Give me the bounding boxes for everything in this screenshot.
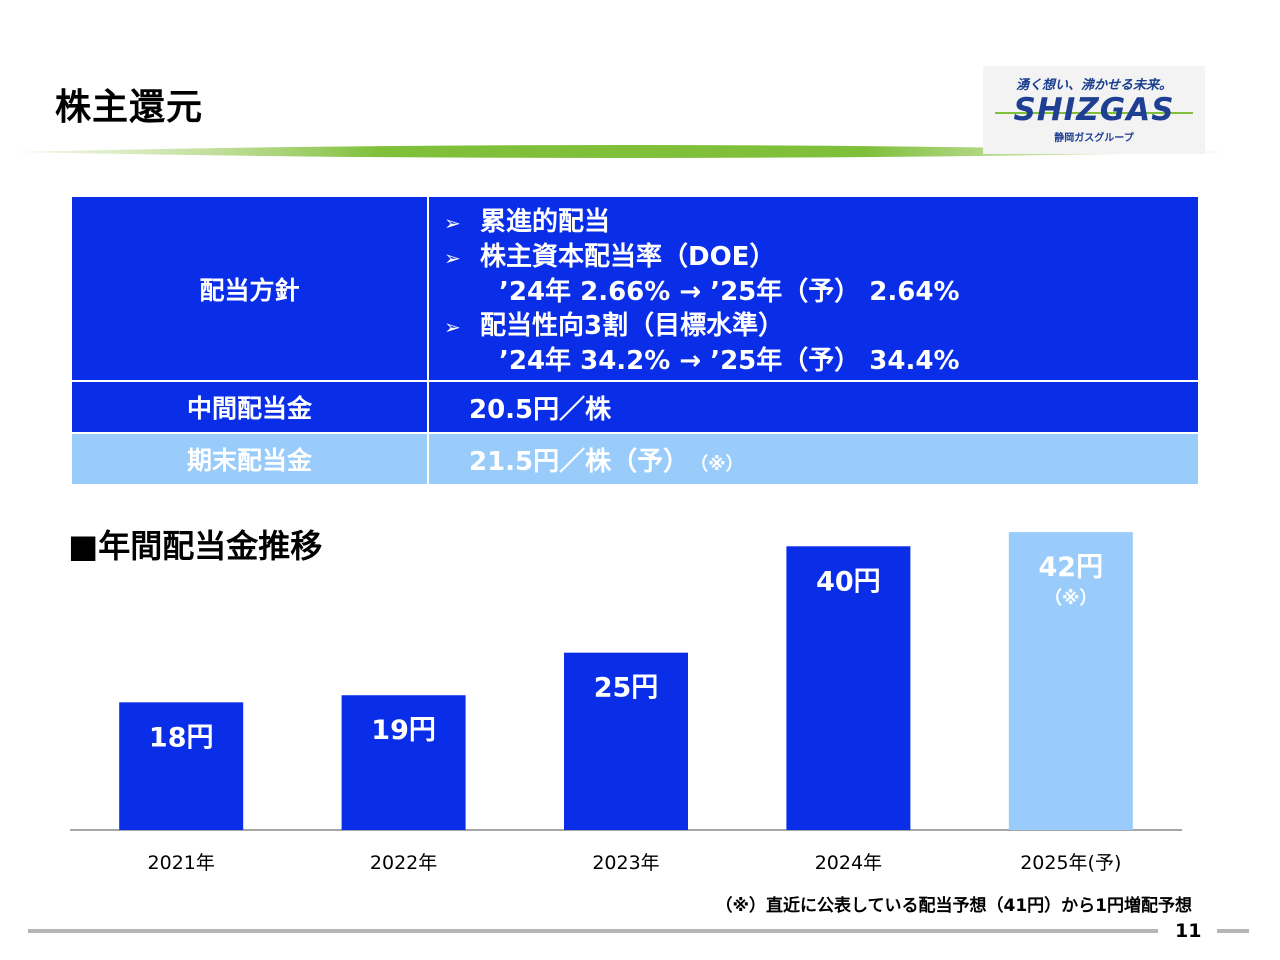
interim-dividend-label: 中間配当金 <box>70 380 429 434</box>
interim-dividend-text: 20.5円／株 <box>469 394 612 425</box>
list-item-text: 株主資本配当率（DOE） <box>480 242 776 272</box>
logo-brand: SHIZGAS <box>1013 92 1175 128</box>
year-end-dividend-value: 21.5円／株（予） （※） <box>427 432 1200 486</box>
year-end-dividend-text: 21.5円／株（予） <box>469 446 690 477</box>
bar-data-label: 40円 <box>816 566 881 597</box>
policy-label: 配当方針 <box>70 195 429 382</box>
footnote: （※）直近に公表している配当予想（41円）から1円増配予想 <box>715 896 1192 916</box>
x-tick-label: 2022年 <box>370 852 437 874</box>
chart-bar <box>564 652 688 830</box>
logo-group-name: 静岡ガスグループ <box>1054 133 1134 144</box>
table-row-year-end: 期末配当金 21.5円／株（予） （※） <box>70 432 1200 486</box>
footer-divider-right <box>1217 929 1249 933</box>
x-tick-label: 2024年 <box>815 852 882 874</box>
arrow-bullet-icon: ➢ <box>444 315 461 339</box>
list-item: ’24年 2.66% → ’25年（予） 2.64% <box>499 277 960 307</box>
list-item: ➢ 株主資本配当率（DOE） <box>444 240 1198 275</box>
chart-bar <box>786 546 911 830</box>
bar-note-label: （※） <box>1044 588 1098 609</box>
year-end-note: （※） <box>699 453 744 475</box>
x-tick-label: 2021年 <box>148 852 215 874</box>
arrow-bullet-icon: ➢ <box>444 211 461 235</box>
logo-underline <box>995 112 1193 114</box>
bar-data-label: 18円 <box>149 722 214 753</box>
arrow-bullet-icon: ➢ <box>444 246 461 270</box>
logo-tagline: 湧く想い、沸かせる未来。 <box>1015 78 1172 93</box>
footer-divider <box>28 929 1158 933</box>
table-row-policy: 配当方針 ➢ 累進的配当 ➢ 株主資本配当率（DOE） ’24年 2.66% → ’… <box>70 195 1200 382</box>
table-row-interim: 中間配当金 20.5円／株 <box>70 380 1200 434</box>
chart-bar <box>119 702 244 830</box>
bar-data-label: 25円 <box>594 673 659 704</box>
title-underline <box>15 145 1230 158</box>
chart-bar <box>1008 532 1133 830</box>
list-item: ’24年 34.2% → ’25年（予） 34.4% <box>499 346 960 376</box>
policy-list: ➢ 累進的配当 ➢ 株主資本配当率（DOE） ’24年 2.66% → ’25年（予… <box>429 199 1198 378</box>
year-end-dividend-label: 期末配当金 <box>70 432 429 486</box>
company-logo: 湧く想い、沸かせる未来。 SHIZGAS 静岡ガスグループ <box>983 66 1205 154</box>
page-number: 11 <box>1175 920 1202 942</box>
x-tick-label: 2025年(予) <box>1020 852 1121 874</box>
bar-data-label: 19円 <box>371 715 436 746</box>
chart-bar <box>341 695 466 830</box>
dividend-policy-table: 配当方針 ➢ 累進的配当 ➢ 株主資本配当率（DOE） ’24年 2.66% → ’… <box>70 195 1200 486</box>
list-item-text: 配当性向3割（目標水準） <box>480 311 785 341</box>
list-item: ➢ 配当性向3割（目標水準） <box>444 309 1198 344</box>
list-item: ➢ 累進的配当 <box>444 205 1198 240</box>
x-tick-label: 2023年 <box>592 852 659 874</box>
chart-title: ■年間配当金推移 <box>68 527 323 565</box>
interim-dividend-value: 20.5円／株 <box>427 380 1200 434</box>
policy-value: ➢ 累進的配当 ➢ 株主資本配当率（DOE） ’24年 2.66% → ’25年（予… <box>427 195 1200 382</box>
page-title: 株主還元 <box>55 87 204 128</box>
bar-data-label: 42円 <box>1039 552 1104 583</box>
list-item-text: 累進的配当 <box>480 207 611 237</box>
